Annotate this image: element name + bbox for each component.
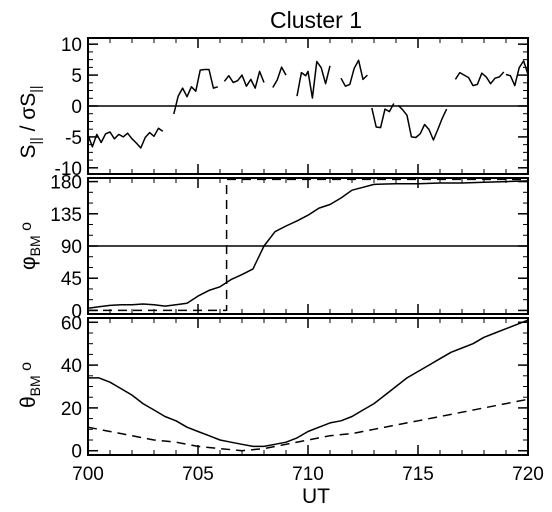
series-0-segment-5 [340,59,368,87]
panel-bottom-ylabel: θBM o [17,362,43,408]
y-tick-label: -5 [65,128,82,149]
series-0-segment-2 [223,70,265,89]
x-tick-label: 705 [182,464,214,485]
x-tick-label: 720 [512,464,544,485]
y-tick-label: -10 [55,159,82,180]
panel-frame [87,317,529,456]
x-tick-label: 715 [402,464,434,485]
y-tick-label: 0 [71,442,82,463]
x-tick-label: 710 [292,464,324,485]
panel-middle: 180 135 90 45 0 [50,173,529,322]
y-tick-label: 10 [61,35,82,56]
y-tick-label: 180 [50,173,82,194]
y-tick-label: 5 [71,66,82,87]
y-tick-label: 90 [61,237,82,258]
panel-middle-ylabel: φBM o [17,222,43,270]
series-0-segment-4 [296,60,331,99]
y-tick-label: 40 [61,356,82,377]
series-0-segment-3 [272,66,287,88]
series-0-segment-6 [371,103,395,129]
y-tick-label: 20 [61,399,82,420]
series-1-segment-0-dashed [87,398,529,452]
y-tick-label: 135 [50,205,82,226]
y-tick-label: 0 [71,97,82,118]
series-0-segment-9 [505,60,529,87]
series-0-segment-8 [454,71,505,87]
series-0-segment-1 [173,68,219,115]
y-tick-label: 0 [71,301,82,322]
y-tick-label: 45 [61,269,82,290]
x-tick-label: 700 [72,464,104,485]
y-tick-label: 60 [61,313,82,334]
panel-top: 10 5 0 -5 -10 [55,35,529,180]
series-1-segment-0-dashed [88,178,528,312]
series-0-segment-0 [87,180,529,310]
x-axis-label: UT [302,485,330,508]
chart-title: Cluster 1 [270,7,362,33]
series-0-segment-7 [397,104,448,141]
series-0-segment-0 [88,319,529,448]
series-0-segment-0 [87,127,164,149]
panel-top-ylabel: S|| / σS|| [17,85,43,158]
